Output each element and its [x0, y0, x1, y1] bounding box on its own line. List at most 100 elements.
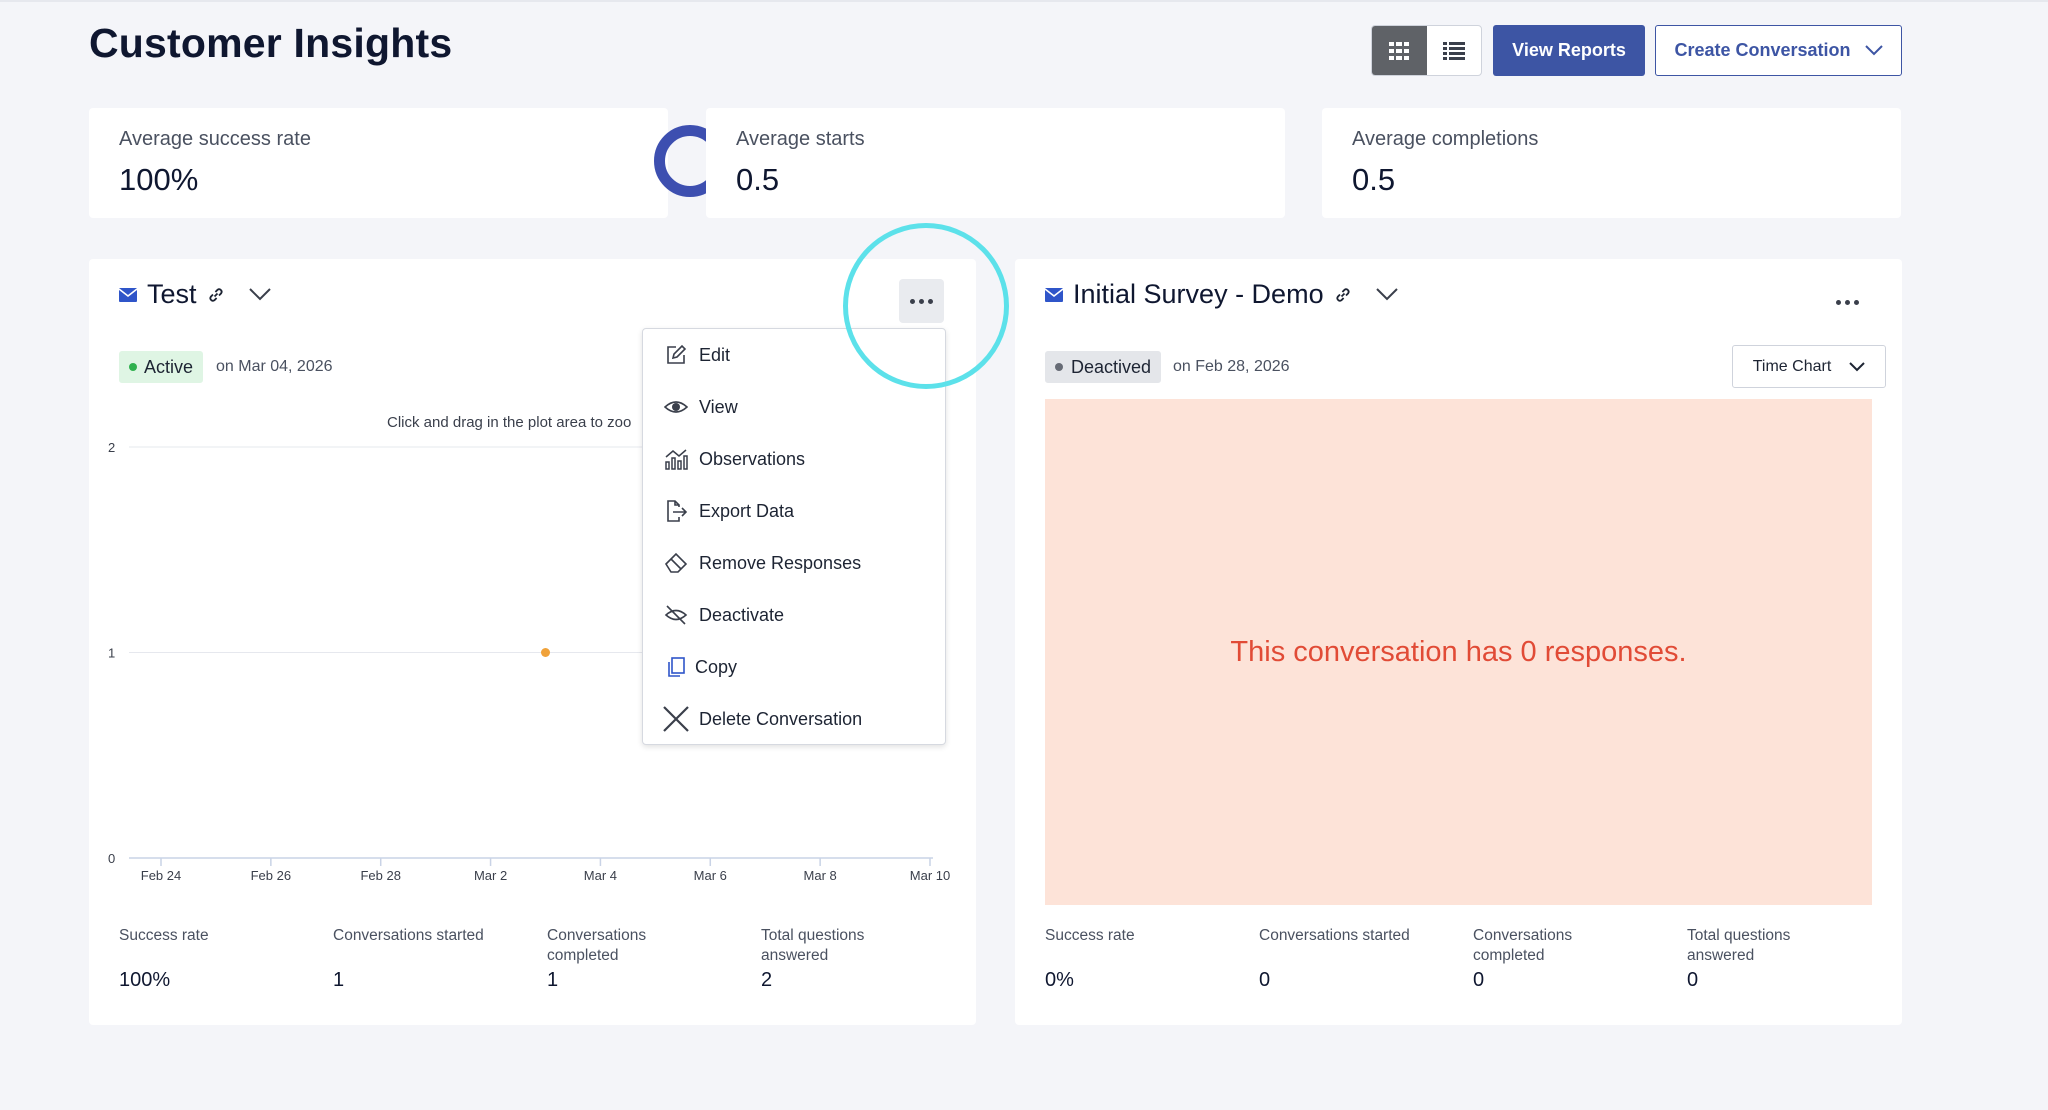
- menu-item-copy[interactable]: Copy: [663, 652, 737, 682]
- y-tick-label: 0: [108, 851, 115, 866]
- chevron-down-icon[interactable]: [248, 288, 271, 301]
- metric-label: Conversations started: [1259, 927, 1410, 944]
- menu-item-label: Deactivate: [699, 604, 785, 625]
- metric-conversations-started: Conversations started 1: [333, 926, 533, 991]
- metric-success-rate: Success rate 100%: [119, 926, 319, 991]
- x-tick-label: Mar 4: [584, 868, 617, 883]
- more-options-button[interactable]: [1825, 280, 1870, 324]
- stat-label: Average success rate: [119, 128, 311, 150]
- menu-item-export-data[interactable]: Export Data: [663, 496, 794, 526]
- chart-hint: Click and drag in the plot area to zoo: [387, 414, 631, 431]
- metric-value: 2: [761, 969, 773, 991]
- conversation-panel-initial-survey: Initial Survey - Demo Deactived on Feb 2…: [1015, 259, 1902, 1025]
- menu-item-label: View: [699, 396, 738, 417]
- metric-conversations-started: Conversations started 0: [1259, 926, 1459, 991]
- metric-value: 0: [1473, 969, 1485, 991]
- menu-item-label: Export Data: [699, 500, 795, 521]
- y-tick-label: 2: [108, 440, 115, 455]
- panel-metrics: Success rate 100% Conversations started …: [119, 926, 959, 1006]
- chart-icon: [665, 449, 688, 470]
- chevron-down-icon: [1849, 361, 1865, 371]
- menu-item-observations[interactable]: Observations: [663, 444, 805, 474]
- metric-value: 0: [1687, 969, 1699, 991]
- metric-success-rate: Success rate 0%: [1045, 926, 1245, 991]
- metric-label: Total questions answered: [1687, 927, 1791, 964]
- x-tick-label: Feb 24: [141, 868, 181, 883]
- metric-value: 1: [547, 969, 559, 991]
- metric-label: Conversations completed: [1473, 927, 1573, 964]
- status-text: Deactived: [1071, 356, 1152, 377]
- create-conversation-button[interactable]: Create Conversation: [1655, 25, 1902, 76]
- top-border: [0, 0, 2048, 2]
- stat-label: Average starts: [736, 128, 865, 150]
- empty-chart-area: This conversation has 0 responses.: [1045, 399, 1872, 905]
- status-dot: [129, 363, 137, 371]
- list-icon: [1442, 41, 1465, 60]
- x-tick-label: Mar 6: [694, 868, 727, 883]
- grid-view-button[interactable]: [1372, 26, 1427, 75]
- chart-type-value: Time Chart: [1752, 357, 1832, 375]
- empty-message: This conversation has 0 responses.: [1230, 635, 1687, 668]
- focus-highlight-ring: [843, 223, 1009, 389]
- menu-item-label: Remove Responses: [699, 552, 862, 573]
- metric-conversations-completed: Conversations completed 1: [547, 926, 677, 991]
- view-toggle: [1371, 25, 1482, 76]
- link-icon[interactable]: [207, 286, 225, 304]
- panel-title: Initial Survey - Demo: [1045, 279, 1398, 310]
- copy-icon: [668, 657, 685, 677]
- stat-label: Average completions: [1352, 128, 1539, 150]
- x-tick-label: Mar 2: [474, 868, 507, 883]
- create-conversation-label: Create Conversation: [1674, 40, 1851, 60]
- eye-icon: [664, 401, 688, 413]
- menu-item-view[interactable]: View: [663, 392, 738, 422]
- menu-item-edit[interactable]: Edit: [663, 340, 730, 370]
- metric-total-questions: Total questions answered 2: [761, 926, 891, 991]
- stat-value: 100%: [119, 162, 199, 197]
- options-menu: Edit View Observations Export Data Remov…: [642, 328, 946, 745]
- stat-card-average-completions: Average completions 0.5: [1322, 108, 1901, 218]
- status-date: on Mar 04, 2026: [216, 358, 333, 375]
- panel-title-text: Initial Survey - Demo: [1073, 279, 1324, 309]
- menu-item-label: Delete Conversation: [699, 708, 863, 729]
- menu-item-deactivate[interactable]: Deactivate: [663, 600, 784, 630]
- list-view-button[interactable]: [1427, 26, 1482, 75]
- stat-card-average-starts: Average starts 0.5: [706, 108, 1285, 218]
- menu-item-label: Copy: [695, 656, 738, 677]
- export-icon: [667, 500, 688, 522]
- page-title: Customer Insights: [89, 20, 453, 66]
- panel-title: Test: [119, 279, 271, 310]
- metric-label: Total questions answered: [761, 927, 865, 964]
- x-tick-label: Mar 8: [804, 868, 837, 883]
- eraser-icon: [664, 552, 688, 573]
- metric-label: Conversations started: [333, 927, 484, 944]
- chart-type-select[interactable]: Time Chart: [1732, 345, 1886, 388]
- metric-label: Conversations completed: [547, 927, 647, 964]
- menu-item-remove-responses[interactable]: Remove Responses: [663, 548, 861, 578]
- view-reports-button[interactable]: View Reports: [1493, 25, 1645, 76]
- metric-conversations-completed: Conversations completed 0: [1473, 926, 1603, 991]
- chevron-down-icon: [1864, 45, 1883, 56]
- panel-metrics: Success rate 0% Conversations started 0 …: [1045, 926, 1885, 1006]
- status-date: on Feb 28, 2026: [1173, 358, 1290, 375]
- x-tick-label: Feb 28: [360, 868, 400, 883]
- metric-value: 0%: [1045, 969, 1074, 991]
- metric-label: Success rate: [1045, 927, 1135, 944]
- menu-item-label: Edit: [699, 344, 731, 365]
- grid-icon: [1389, 41, 1410, 60]
- status-dot: [1055, 363, 1063, 371]
- metric-label: Success rate: [119, 927, 209, 944]
- menu-item-label: Observations: [699, 448, 806, 469]
- chevron-down-icon[interactable]: [1375, 288, 1398, 301]
- menu-item-delete-conversation[interactable]: Delete Conversation: [663, 704, 862, 734]
- status-badge: Deactived: [1045, 351, 1162, 383]
- data-point: [541, 648, 550, 657]
- x-tick-label: Feb 26: [251, 868, 291, 883]
- mail-icon: [1045, 287, 1063, 302]
- panel-title-text: Test: [147, 279, 197, 309]
- x-tick-label: Mar 10: [910, 868, 950, 883]
- edit-icon: [667, 344, 687, 364]
- link-icon[interactable]: [1334, 286, 1352, 304]
- stat-card-success-rate: Average success rate 100%: [89, 108, 726, 218]
- metric-value: 1: [333, 969, 345, 991]
- close-icon: [663, 706, 689, 732]
